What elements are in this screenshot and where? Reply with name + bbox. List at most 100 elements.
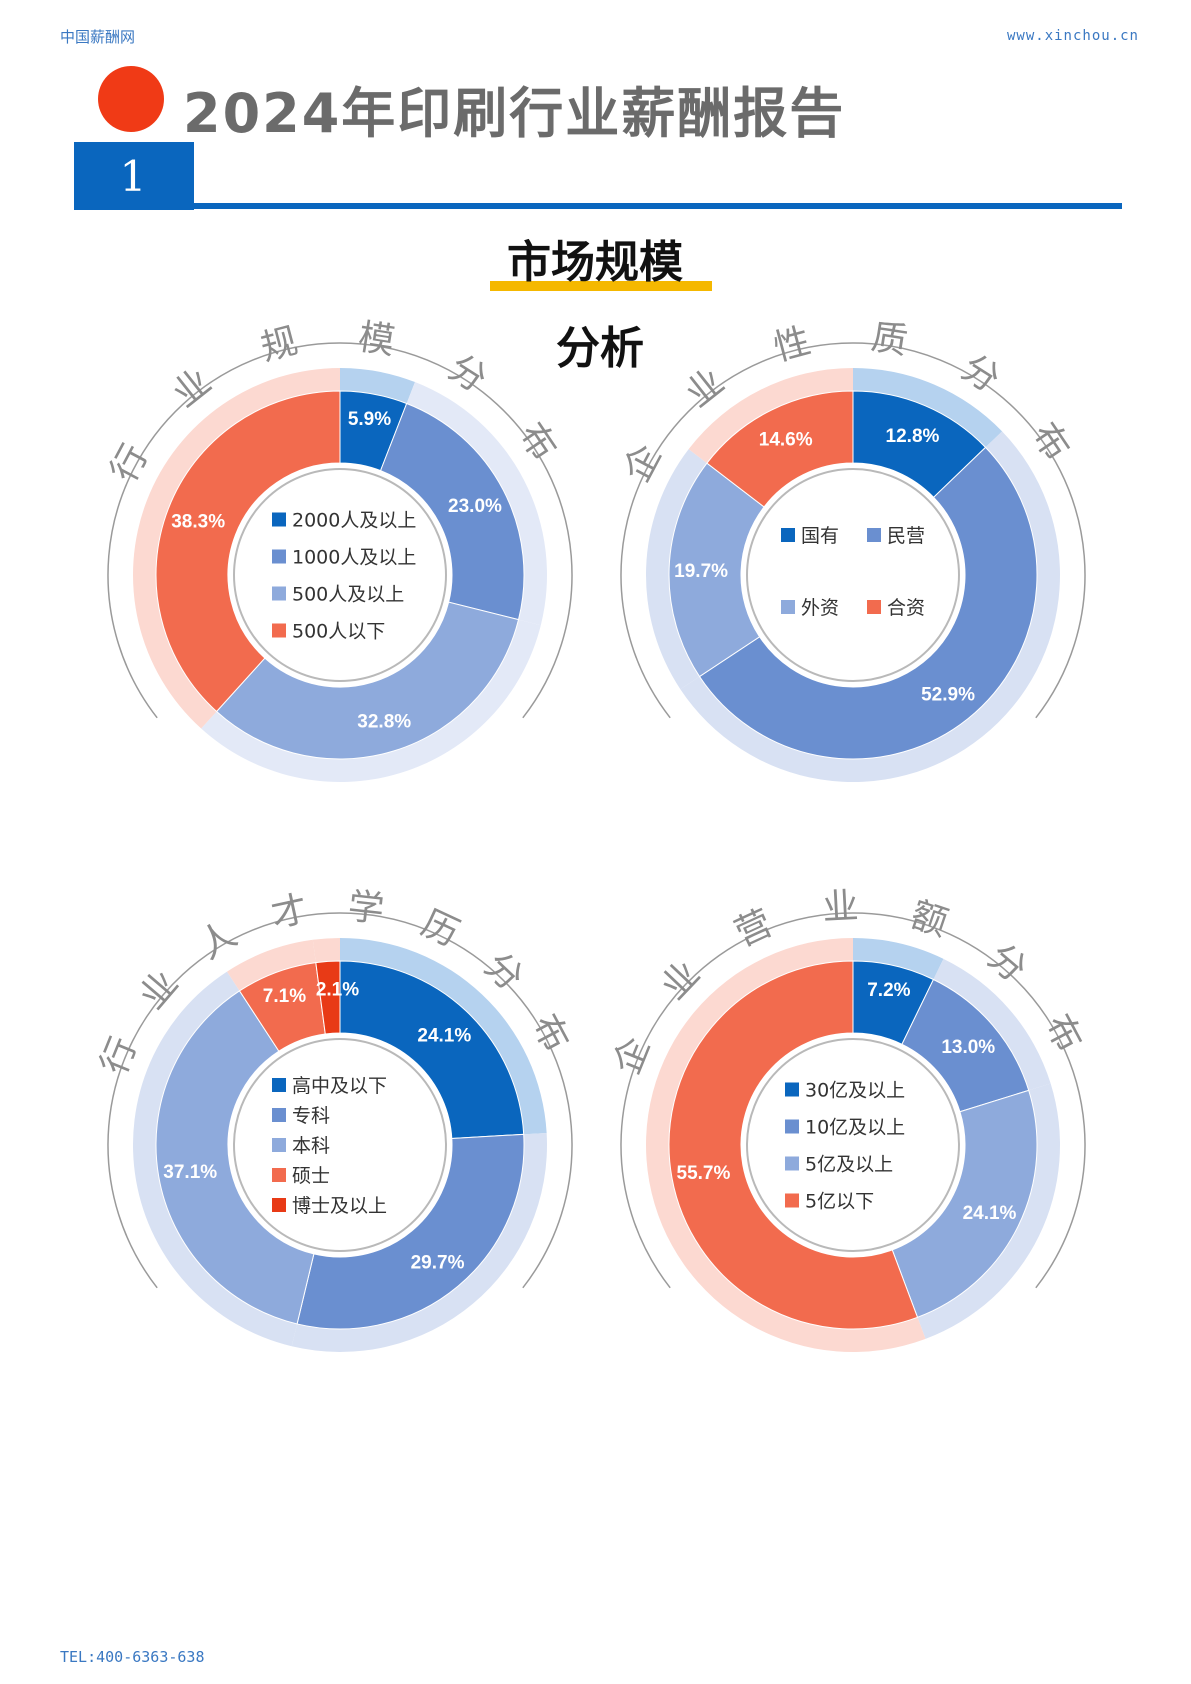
legend-label: 国有 xyxy=(801,525,839,547)
legend-swatch xyxy=(867,528,881,542)
outer-ring-segment xyxy=(226,939,316,992)
legend-swatch xyxy=(272,1198,286,1212)
outer-arc xyxy=(620,912,1086,1289)
data-label: 24.1% xyxy=(963,1203,1017,1224)
chart-title-char: 分 xyxy=(476,945,530,1000)
data-label: 52.9% xyxy=(921,685,975,706)
legend-swatch xyxy=(272,623,286,638)
footer-tel: TEL:400-6363-638 xyxy=(60,1648,205,1666)
legend-swatch xyxy=(785,1082,799,1097)
site-url[interactable]: www.xinchou.cn xyxy=(1006,28,1139,44)
legend-swatch xyxy=(272,1168,286,1182)
title-dot xyxy=(98,66,164,132)
outer-arc xyxy=(107,342,573,719)
inner-ring xyxy=(233,468,447,682)
legend-swatch xyxy=(272,1078,286,1092)
chart-title-char: 学 xyxy=(346,886,386,931)
legend-label: 5亿及以上 xyxy=(805,1154,893,1176)
legend-label: 1000人及以上 xyxy=(292,547,416,569)
chart-title-char: 营 xyxy=(729,903,779,955)
legend-swatch xyxy=(781,528,795,542)
legend-label: 500人以下 xyxy=(292,621,385,643)
legend-swatch xyxy=(785,1119,799,1134)
data-label: 37.1% xyxy=(163,1162,217,1183)
chart-title-char: 业 xyxy=(165,361,219,416)
legend-label: 民营 xyxy=(887,525,925,547)
inner-disc xyxy=(741,463,965,687)
legend-swatch xyxy=(272,549,286,564)
outer-ring-segment xyxy=(312,938,340,964)
outer-ring-segment xyxy=(917,1083,1060,1339)
data-label: 29.7% xyxy=(411,1253,465,1274)
inner-ring xyxy=(746,468,960,682)
outer-ring-segment xyxy=(688,368,853,464)
outer-ring-segment xyxy=(646,449,708,690)
outer-ring-segment xyxy=(201,619,541,782)
chart-title-char: 历 xyxy=(415,903,465,955)
section-number: 1 xyxy=(119,152,147,201)
legend-swatch xyxy=(272,1138,286,1152)
section-title: 市场规模 xyxy=(507,237,683,288)
legend-label: 合资 xyxy=(887,597,925,619)
chart-title-char: 业 xyxy=(654,953,709,1007)
legend-label: 本科 xyxy=(292,1135,330,1157)
data-label: 5.9% xyxy=(348,409,391,430)
legend-label: 高中及以下 xyxy=(292,1075,387,1097)
chart-title-char: 分 xyxy=(441,347,493,401)
donut-chart-revenue: 7.2% 13.0% 24.1% 55.7% 30亿及以上 10亿及以上 5亿及以上 5亿以下… xyxy=(607,886,1090,1352)
legend-label: 博士及以上 xyxy=(292,1195,387,1217)
outer-ring-segment xyxy=(853,368,1003,449)
chart-title-char: 布 xyxy=(1023,416,1077,469)
donut-chart-industry-scale: 5.9% 23.0% 32.8% 38.3% 2000人及以上 1000人及以上 500人及… xyxy=(103,317,573,782)
inner-ring xyxy=(233,1038,447,1252)
outer-ring-segment xyxy=(340,368,415,405)
outer-ring-segment xyxy=(340,938,547,1135)
chart-title-char: 分 xyxy=(954,347,1006,401)
legend-label: 外资 xyxy=(801,597,839,619)
chart-title-char: 布 xyxy=(510,416,564,469)
section-number-box: 1 xyxy=(74,142,194,210)
section-subtitle: 分析 xyxy=(556,323,644,374)
legend-swatch xyxy=(785,1156,799,1171)
chart-title-char: 规 xyxy=(257,320,302,369)
legend-swatch xyxy=(785,1193,799,1208)
outer-ring-segment xyxy=(133,368,340,729)
chart-title-char: 分 xyxy=(980,936,1034,991)
data-label: 24.1% xyxy=(417,1025,471,1046)
data-label: 32.8% xyxy=(357,711,411,732)
outer-arc xyxy=(107,912,573,1289)
outer-ring-segment xyxy=(853,938,944,981)
chart-title-char: 性 xyxy=(770,320,815,369)
data-label: 55.7% xyxy=(676,1163,730,1184)
inner-disc xyxy=(228,1033,452,1257)
site-name: 中国薪酬网 xyxy=(60,28,136,46)
chart-title-char: 质 xyxy=(868,317,910,363)
chart-title-char: 业 xyxy=(821,886,859,929)
chart-title-char: 模 xyxy=(355,317,397,363)
chart-title-char: 才 xyxy=(267,889,311,937)
legend-label: 10亿及以上 xyxy=(805,1117,905,1139)
chart-title-char: 额 xyxy=(906,894,953,944)
data-label: 19.7% xyxy=(674,561,728,582)
chart-title-char: 业 xyxy=(678,361,732,416)
data-label: 13.0% xyxy=(941,1037,995,1058)
inner-disc xyxy=(741,1033,965,1257)
data-label: 7.2% xyxy=(867,980,910,1001)
data-label: 2.1% xyxy=(316,979,359,1000)
data-label: 23.0% xyxy=(448,496,502,517)
legend-label: 2000人及以上 xyxy=(292,510,416,532)
legend-swatch xyxy=(272,1108,286,1122)
legend-swatch xyxy=(272,512,286,527)
inner-ring xyxy=(746,1038,960,1252)
chart-title-char: 企 xyxy=(607,1031,659,1080)
legend-label: 500人及以上 xyxy=(292,584,404,606)
legend-label: 5亿以下 xyxy=(805,1191,874,1213)
legend-swatch xyxy=(781,600,795,614)
report-title: 2024年印刷行业薪酬报告 xyxy=(183,82,846,145)
chart-title-char: 业 xyxy=(132,963,187,1017)
legend-swatch xyxy=(867,600,881,614)
outer-ring-segment xyxy=(406,382,547,626)
data-label: 12.8% xyxy=(886,426,940,447)
